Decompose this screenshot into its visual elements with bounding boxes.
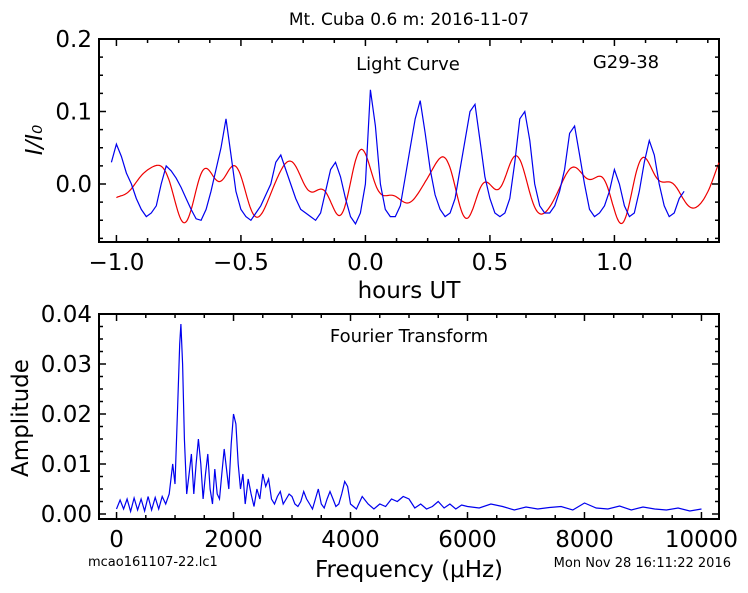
light-curve-xlabel: hours UT <box>358 278 462 304</box>
x-tick-label: 8000 <box>555 527 614 553</box>
y-tick-label: 0.04 <box>41 302 92 328</box>
x-tick-label: −0.5 <box>213 250 269 276</box>
y-tick-label: 0.0 <box>55 172 92 198</box>
light-curve-ticks: −1.0 −0.5 0.0 0.5 1.0 0.0 0.1 0.2 <box>55 27 719 276</box>
fourier-title: Fourier Transform <box>330 326 488 347</box>
x-tick-label: −1.0 <box>89 250 145 276</box>
figure-title: Mt. Cuba 0.6 m: 2016-11-07 <box>289 10 529 30</box>
fourier-ylabel: Amplitude <box>8 359 34 477</box>
fourier-ticks: 0 2000 4000 6000 8000 10000 0.00 0.01 0.02 0.03 0.… <box>41 302 738 553</box>
y-tick-label: 0.00 <box>41 502 92 528</box>
star-name-annotation: G29-38 <box>593 52 659 73</box>
x-tick-label: 0.5 <box>472 250 509 276</box>
fourier-xlabel: Frequency (μHz) <box>315 557 503 583</box>
light-curve-ylabel: I/I₀ <box>22 125 48 156</box>
fourier-panel: 0 2000 4000 6000 8000 10000 0.00 0.01 0.02 0.03 0.… <box>8 302 738 583</box>
light-curve-lines <box>110 89 720 226</box>
y-tick-label: 0.03 <box>41 352 92 378</box>
y-tick-label: 0.02 <box>41 402 92 428</box>
light-curve-model-line <box>116 148 720 225</box>
x-tick-label: 2000 <box>204 527 263 553</box>
y-tick-label: 0.1 <box>55 100 92 126</box>
light-curve-frame <box>98 38 720 243</box>
x-tick-label: 1.0 <box>596 250 633 276</box>
footer-filename: mcao161107-22.lc1 <box>88 555 218 570</box>
x-tick-label: 0 <box>109 527 124 553</box>
x-tick-label: 0.0 <box>347 250 384 276</box>
x-tick-label: 4000 <box>321 527 380 553</box>
footer-timestamp: Mon Nov 28 16:11:22 2016 <box>554 556 731 571</box>
x-tick-label: 10000 <box>665 527 738 553</box>
light-curve-data-line <box>110 89 685 226</box>
y-tick-label: 0.2 <box>55 27 92 53</box>
fourier-amplitude-line <box>115 323 702 514</box>
light-curve-title: Light Curve <box>356 54 460 75</box>
x-tick-label: 6000 <box>438 527 497 553</box>
light-curve-panel: −1.0 −0.5 0.0 0.5 1.0 0.0 0.1 0.2 Light Curve G… <box>22 27 720 304</box>
y-tick-label: 0.01 <box>41 452 92 478</box>
